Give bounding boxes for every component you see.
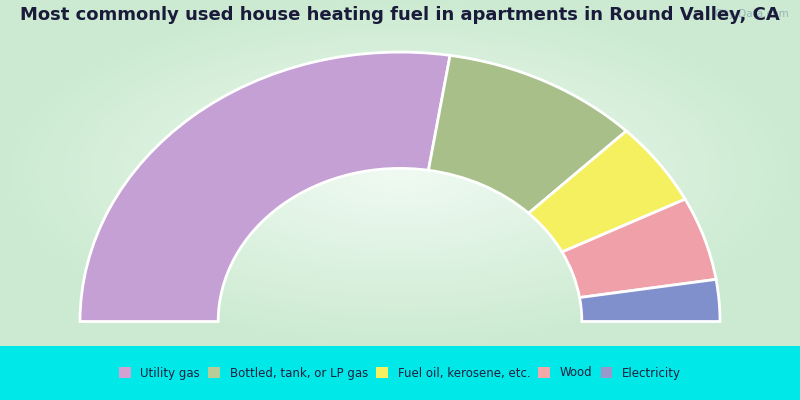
Text: City-Data.com: City-Data.com — [714, 9, 789, 19]
Wedge shape — [529, 131, 685, 252]
Wedge shape — [80, 52, 450, 322]
Text: Most commonly used house heating fuel in apartments in Round Valley, CA: Most commonly used house heating fuel in… — [20, 6, 780, 24]
Wedge shape — [579, 279, 720, 322]
Legend: Utility gas, Bottled, tank, or LP gas, Fuel oil, kerosene, etc., Wood, Electrici: Utility gas, Bottled, tank, or LP gas, F… — [114, 362, 686, 384]
Wedge shape — [562, 199, 716, 298]
Wedge shape — [429, 55, 626, 213]
